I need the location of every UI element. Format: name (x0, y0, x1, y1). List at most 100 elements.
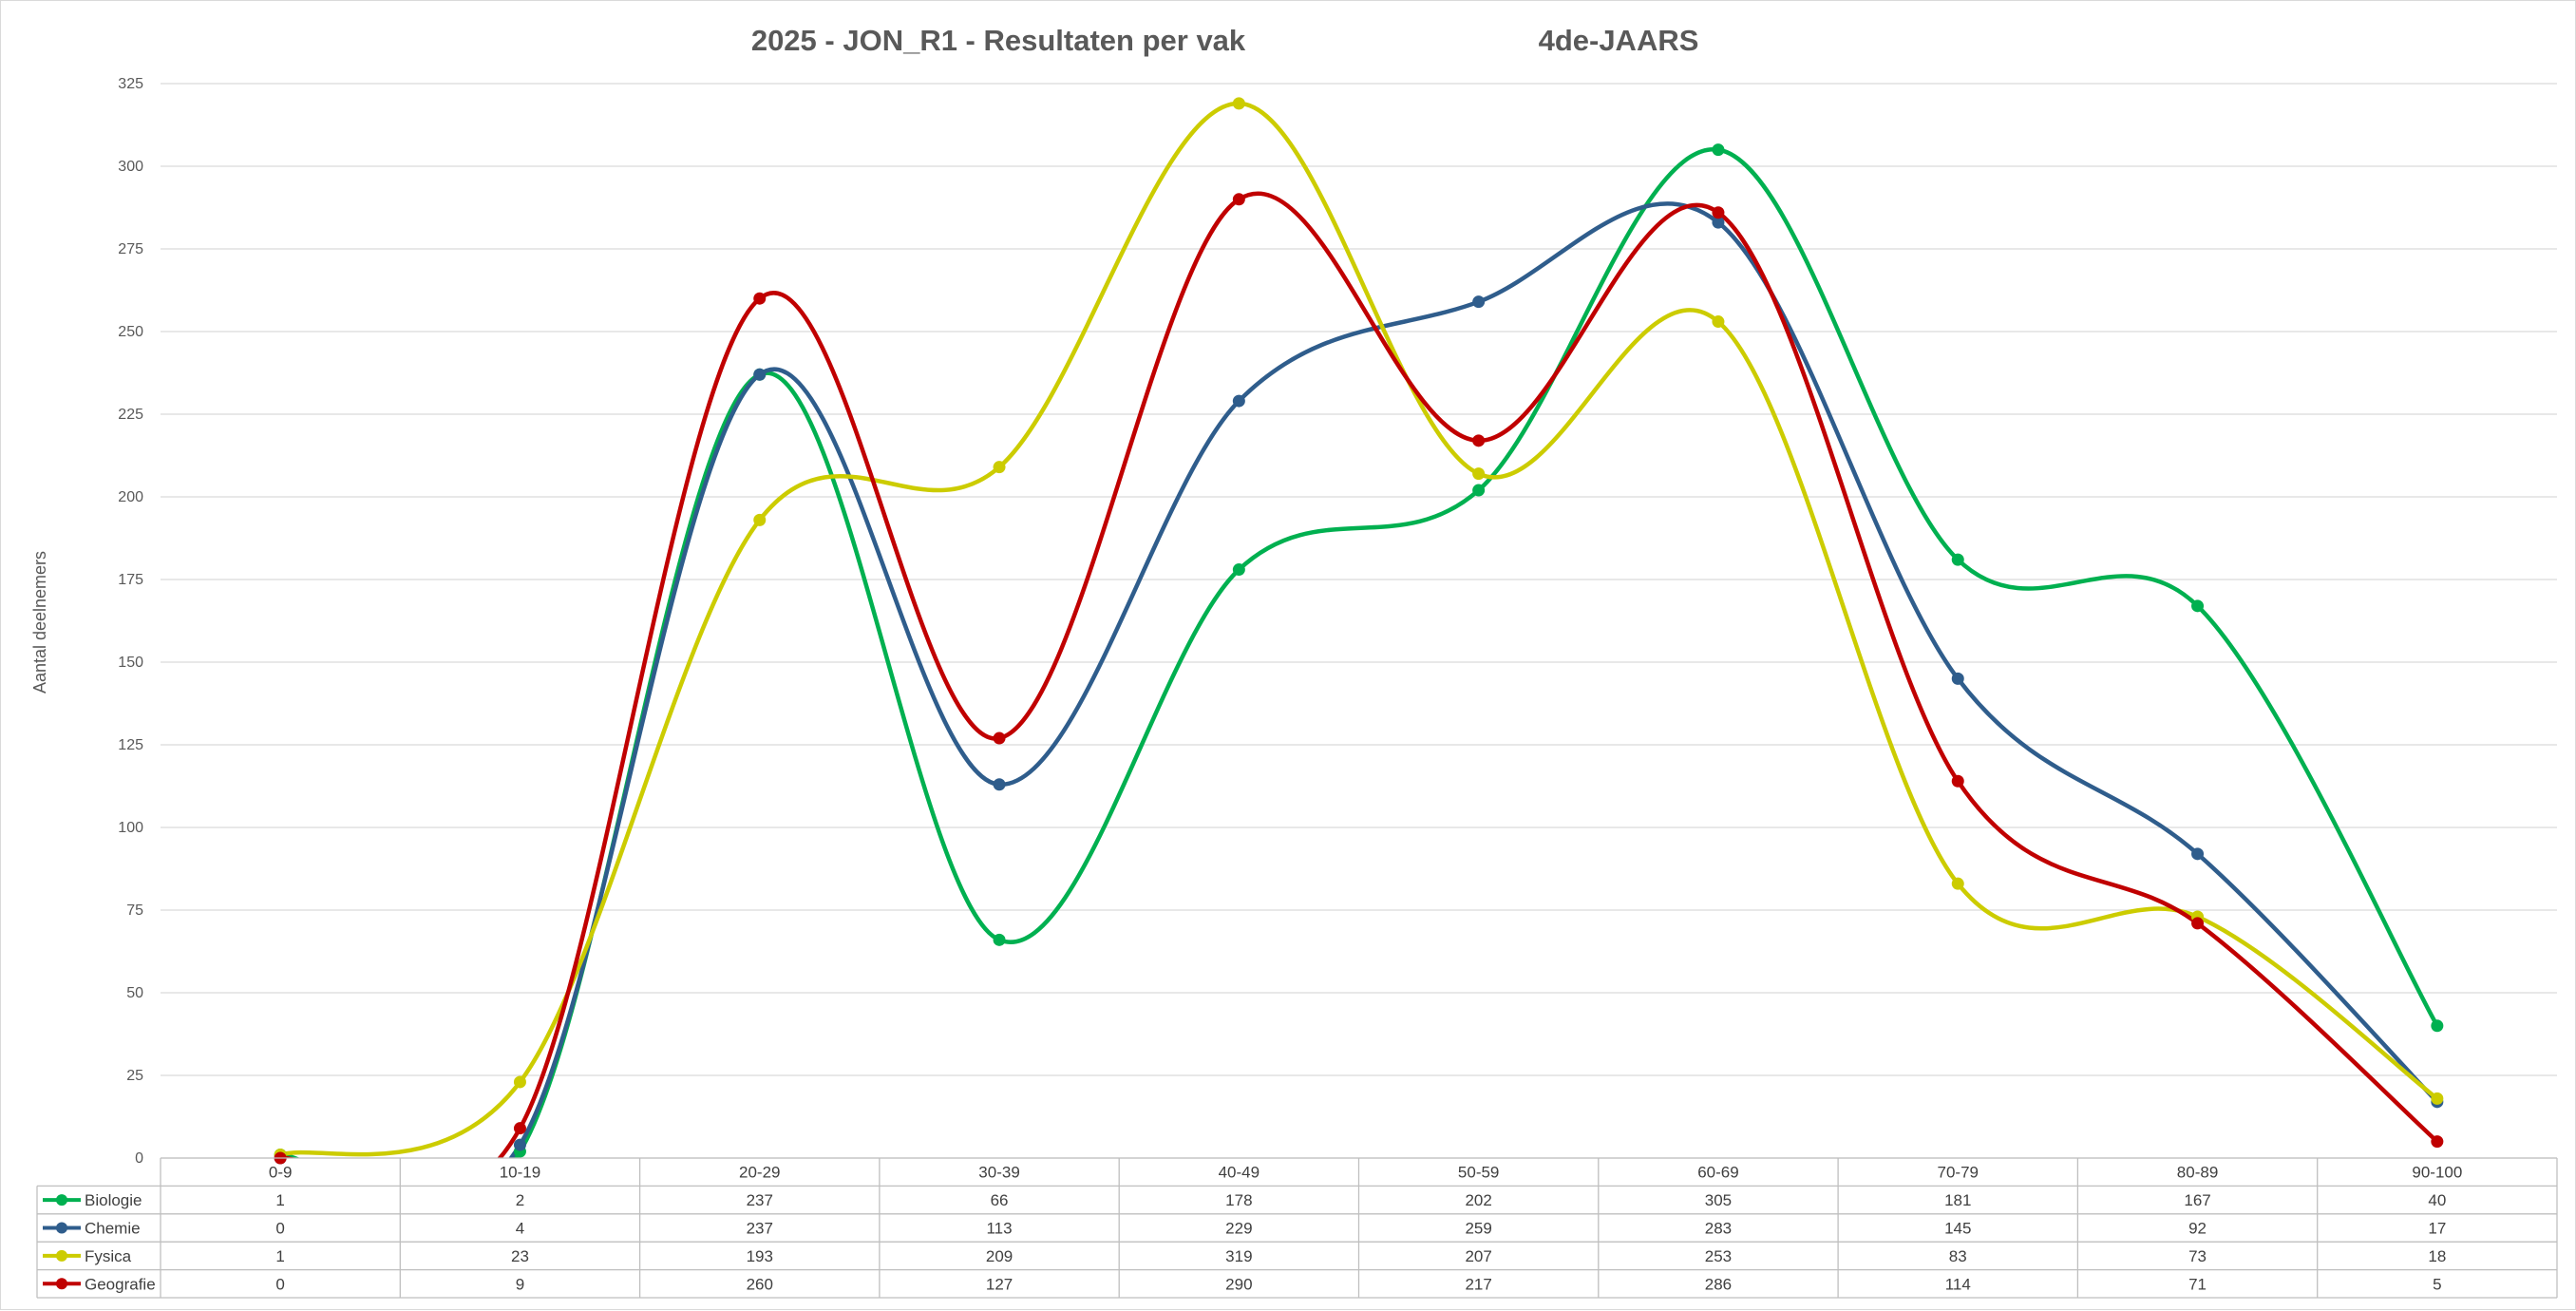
table-cell: 40 (2428, 1191, 2446, 1209)
y-tick-label: 200 (118, 489, 143, 505)
x-tick-label: 20-29 (739, 1164, 780, 1182)
x-tick-label: 70-79 (1938, 1164, 1979, 1182)
table-cell: 253 (1705, 1247, 1732, 1265)
data-point (1951, 553, 1964, 566)
series-line (277, 201, 2440, 1158)
data-point (1951, 672, 1964, 685)
y-axis-ticks: 0 25 50 75 100 125 150 175 200 225 250 275 300 325 (118, 76, 143, 1167)
legend-label: Chemie (85, 1220, 141, 1238)
table-cell: 113 (986, 1220, 1012, 1238)
table-cell: 237 (747, 1220, 773, 1238)
data-point (2191, 599, 2205, 613)
series-lines (274, 97, 2444, 1165)
y-tick-label: 0 (135, 1150, 143, 1167)
table-cell: 71 (2188, 1275, 2207, 1293)
data-point (2431, 1135, 2444, 1149)
y-axis-label: Aantal deelnemers (30, 551, 49, 694)
data-point (1472, 484, 1486, 497)
data-point (1951, 877, 1964, 890)
data-point (993, 933, 1006, 946)
x-tick-label: 30-39 (978, 1164, 1019, 1182)
data-point (513, 1122, 526, 1135)
data-point (1472, 467, 1486, 481)
table-cell: 4 (516, 1220, 524, 1238)
data-point (1712, 143, 1725, 157)
data-point (1232, 193, 1245, 206)
table-cell: 209 (986, 1247, 1013, 1265)
data-point (1951, 774, 1964, 788)
y-tick-label: 250 (118, 324, 143, 340)
data-point (1712, 216, 1725, 229)
table-cell: 193 (747, 1247, 773, 1265)
data-point (1472, 434, 1486, 447)
y-tick-label: 75 (126, 902, 143, 919)
y-tick-label: 25 (126, 1068, 143, 1084)
data-point (753, 368, 767, 381)
data-point (1712, 315, 1725, 329)
x-tick-label: 10-19 (500, 1164, 540, 1182)
table-cell: 178 (1225, 1191, 1252, 1209)
table-cell: 73 (2188, 1247, 2207, 1265)
y-tick-label: 100 (118, 820, 143, 836)
x-tick-label: 60-69 (1697, 1164, 1738, 1182)
table-cell: 114 (1945, 1275, 1971, 1293)
y-tick-label: 300 (118, 159, 143, 175)
chart-subtitle: 4de-JAARS (1539, 24, 1699, 57)
table-cell: 5 (2433, 1275, 2441, 1293)
table-cell: 83 (1949, 1247, 1967, 1265)
data-point (753, 292, 767, 305)
y-tick-label: 50 (126, 985, 143, 1001)
table-cell: 237 (747, 1191, 773, 1209)
table-cell: 18 (2428, 1247, 2446, 1265)
data-point (2191, 847, 2205, 861)
table-cell: 17 (2428, 1220, 2446, 1238)
table-cell: 217 (1465, 1275, 1491, 1293)
legend-label: Fysica (85, 1247, 132, 1265)
table-cell: 260 (747, 1275, 773, 1293)
y-tick-label: 325 (118, 76, 143, 92)
x-tick-label: 0-9 (269, 1164, 293, 1182)
table-cell: 1 (275, 1191, 284, 1209)
table-cell: 0 (275, 1275, 284, 1293)
data-point (1472, 295, 1486, 309)
data-point (753, 513, 767, 526)
table-cell: 229 (1225, 1220, 1252, 1238)
x-tick-label: 90-100 (2412, 1164, 2462, 1182)
x-tick-label: 50-59 (1458, 1164, 1499, 1182)
legend-key-marker (56, 1249, 67, 1262)
y-tick-label: 125 (118, 737, 143, 753)
table-cell: 23 (511, 1247, 529, 1265)
data-point (513, 1075, 526, 1089)
legend-label: Biologie (85, 1191, 142, 1209)
table-cell: 66 (991, 1191, 1009, 1209)
table-cell: 2 (516, 1191, 524, 1209)
data-point (1232, 563, 1245, 577)
y-tick-label: 225 (118, 407, 143, 423)
legend-label: Geografie (85, 1275, 156, 1293)
table-cell: 1 (275, 1247, 284, 1265)
x-tick-label: 40-49 (1219, 1164, 1260, 1182)
table-cell: 92 (2188, 1220, 2207, 1238)
table-cell: 145 (1944, 1220, 1971, 1238)
y-tick-label: 275 (118, 241, 143, 257)
table-cell: 319 (1225, 1247, 1252, 1265)
table-cell: 9 (516, 1275, 524, 1293)
table-cell: 0 (275, 1220, 284, 1238)
legend-key-marker (56, 1222, 67, 1234)
data-table: 0-9 10-19 20-29 30-39 40-49 50-59 60-69 70-79 80… (36, 1157, 2558, 1299)
data-point (1232, 97, 1245, 110)
data-point (2191, 917, 2205, 930)
series-line (277, 191, 2440, 1158)
y-tick-label: 150 (118, 655, 143, 671)
table-cell: 127 (986, 1275, 1013, 1293)
table-cell: 202 (1465, 1191, 1491, 1209)
data-point (993, 732, 1006, 745)
table-cell: 181 (1944, 1191, 1971, 1209)
data-point (513, 1138, 526, 1151)
series-line (277, 147, 2440, 1158)
gridlines (161, 83, 2557, 1159)
legend-key-marker (56, 1278, 67, 1290)
table-cell: 286 (1705, 1275, 1732, 1293)
